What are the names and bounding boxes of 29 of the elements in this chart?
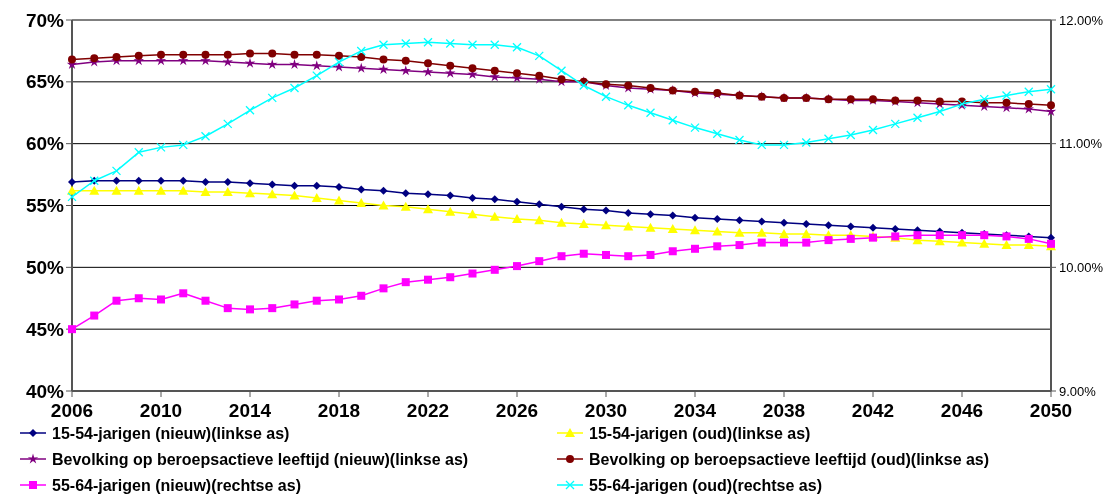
x-tick-label: 2006 [50, 400, 94, 421]
y2-tick-label: 10.00% [1059, 259, 1104, 275]
x-tick-label: 2014 [228, 400, 272, 421]
legend-label: Bevolking op beroepsactieve leeftijd (oud)(linkse as) [589, 450, 990, 468]
x-tick-label: 2038 [762, 400, 806, 421]
y-tick-label: 60% [25, 133, 65, 155]
x-tick-label: 2042 [851, 400, 895, 421]
y-tick-label: 70% [25, 9, 65, 31]
y-tick-label: 50% [25, 256, 65, 278]
legend-label: Bevolking op beroepsactieve leeftijd (nieuw)(linkse as) [52, 450, 469, 468]
x-tick-label: 2030 [584, 400, 628, 421]
x-tick-label: 2046 [940, 400, 984, 421]
y2-tick-label: 12.00% [1059, 12, 1104, 28]
y-tick-label: 55% [25, 195, 65, 217]
x-tick-label: 2034 [673, 400, 717, 421]
y2-tick-label: 11.00% [1059, 136, 1103, 152]
legend-label: 15-54-jarigen (nieuw)(linkse as) [52, 424, 290, 442]
y-tick-label: 65% [25, 71, 65, 93]
x-tick-label: 2010 [139, 400, 183, 421]
x-tick-label: 2022 [406, 400, 450, 421]
y2-tick-label: 9.00% [1059, 383, 1097, 399]
legend-label: 55-64-jarigen (nieuw)(rechtse as) [52, 476, 301, 494]
legend-label: 55-64-jarigen (oud)(rechtse as) [589, 476, 822, 494]
x-tick-label: 2050 [1029, 400, 1073, 421]
y-tick-label: 40% [25, 380, 65, 402]
y-tick-label: 45% [25, 318, 65, 340]
legend-label: 15-54-jarigen (oud)(linkse as) [589, 424, 811, 442]
x-tick-label: 2026 [495, 400, 539, 421]
x-tick-label: 2018 [317, 400, 361, 421]
